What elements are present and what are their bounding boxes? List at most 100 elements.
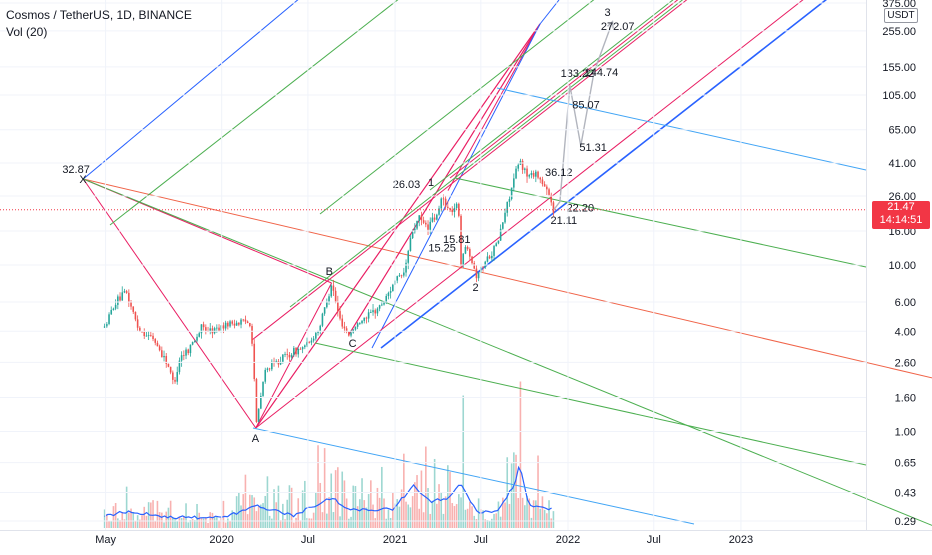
volume-bar xyxy=(134,521,137,528)
candle-body xyxy=(420,215,423,221)
candle-body xyxy=(304,345,306,348)
price-annotation: 26.03 xyxy=(393,179,421,191)
candle-body xyxy=(165,355,168,364)
candle-body xyxy=(339,311,341,319)
candle-body xyxy=(403,272,405,276)
candle-body xyxy=(128,292,130,302)
time-tick-label: 2020 xyxy=(209,534,233,546)
volume-bar xyxy=(130,508,132,528)
candle-body xyxy=(134,311,137,320)
volume-bar xyxy=(323,448,326,528)
time-tick-label: Jul xyxy=(474,534,488,546)
price-annotation: 272.07 xyxy=(601,21,635,33)
candle-body xyxy=(257,408,260,422)
candle-body xyxy=(345,328,348,332)
projection-path[interactable] xyxy=(553,20,614,211)
candle-body xyxy=(537,171,539,178)
volume-bar xyxy=(471,506,473,528)
volume-bar xyxy=(319,482,322,528)
wave-label-c: C xyxy=(349,338,357,350)
wave-label-x: X xyxy=(79,174,87,186)
volume-bar xyxy=(535,500,537,528)
candle-body xyxy=(541,179,544,185)
candle-body xyxy=(343,326,346,329)
candle-body xyxy=(121,292,124,301)
candle-body xyxy=(161,350,163,358)
volume-bar xyxy=(156,500,159,528)
wave-labels: X A B C 1 2 3 xyxy=(79,7,610,445)
candle-body xyxy=(154,339,157,343)
candle-body xyxy=(414,228,416,233)
candle-body xyxy=(246,321,249,323)
volume-bar xyxy=(469,501,471,528)
volume-bar xyxy=(475,519,478,528)
volume-bar xyxy=(403,453,405,528)
candle-body xyxy=(213,328,216,334)
candle-body xyxy=(361,320,363,324)
candle-body xyxy=(293,347,295,355)
candle-body xyxy=(176,372,179,382)
volume-bar xyxy=(253,497,256,528)
candle-body xyxy=(398,275,401,277)
candle-body xyxy=(183,355,185,356)
candle-body xyxy=(264,369,267,382)
candle-body xyxy=(189,344,192,354)
candle-body xyxy=(354,326,357,330)
currency-unit-badge[interactable]: USDT xyxy=(884,8,918,23)
volume-bar xyxy=(163,522,165,528)
volume-bar xyxy=(304,480,306,528)
candle-body xyxy=(422,220,425,223)
candle-body xyxy=(282,354,284,362)
price-annotation: 36.12 xyxy=(545,167,573,179)
candle-body xyxy=(466,247,469,250)
candle-body xyxy=(411,232,414,239)
channel-green-2 xyxy=(109,0,399,226)
candle-body xyxy=(308,342,311,344)
candle-body xyxy=(550,194,553,203)
volume-bar xyxy=(548,500,550,528)
volume-bar xyxy=(524,505,526,528)
volume-bar xyxy=(462,395,465,528)
price-axis[interactable]: 375.00255.00155.00105.0065.0041.0026.001… xyxy=(0,0,916,530)
volume-bar xyxy=(240,505,242,528)
candle-body xyxy=(477,272,480,279)
candle-body xyxy=(114,304,117,309)
volume-indicator-label[interactable]: Vol (20) xyxy=(6,25,48,39)
volume-bar xyxy=(455,504,458,528)
time-tick-label: 2022 xyxy=(556,534,580,546)
volume-bar xyxy=(288,485,291,528)
candle-body xyxy=(150,335,152,336)
candle-body xyxy=(372,310,374,313)
volume-bar xyxy=(176,521,179,528)
candle-body xyxy=(297,348,300,355)
price-tick-label: 1.60 xyxy=(895,393,916,405)
volume-bar xyxy=(139,519,141,528)
candle-body xyxy=(431,217,434,222)
volume-bar xyxy=(136,515,139,528)
volume-bar xyxy=(530,517,533,528)
volume-bar xyxy=(543,509,546,528)
volume-bar xyxy=(365,507,368,528)
time-tick-label: May xyxy=(95,534,116,546)
candle-body xyxy=(546,186,548,190)
volume-bar xyxy=(242,494,245,528)
channel-magenta-upper xyxy=(449,0,679,179)
volume-bar xyxy=(376,487,379,528)
candle-body xyxy=(524,168,526,170)
candle-body xyxy=(202,324,205,328)
price-annotation: 85.07 xyxy=(572,99,600,111)
volume-bar xyxy=(286,499,289,528)
volume-bar xyxy=(185,503,187,528)
candle-body xyxy=(216,327,218,329)
candle-body xyxy=(497,240,500,244)
time-tick-label: 2021 xyxy=(383,534,407,546)
volume-bar xyxy=(491,518,493,528)
candle-body xyxy=(299,348,302,350)
volume-bar xyxy=(275,502,278,528)
volume-bar xyxy=(477,498,480,528)
candle-body xyxy=(266,368,269,370)
volume-bar xyxy=(299,520,302,528)
candle-body xyxy=(539,177,542,180)
